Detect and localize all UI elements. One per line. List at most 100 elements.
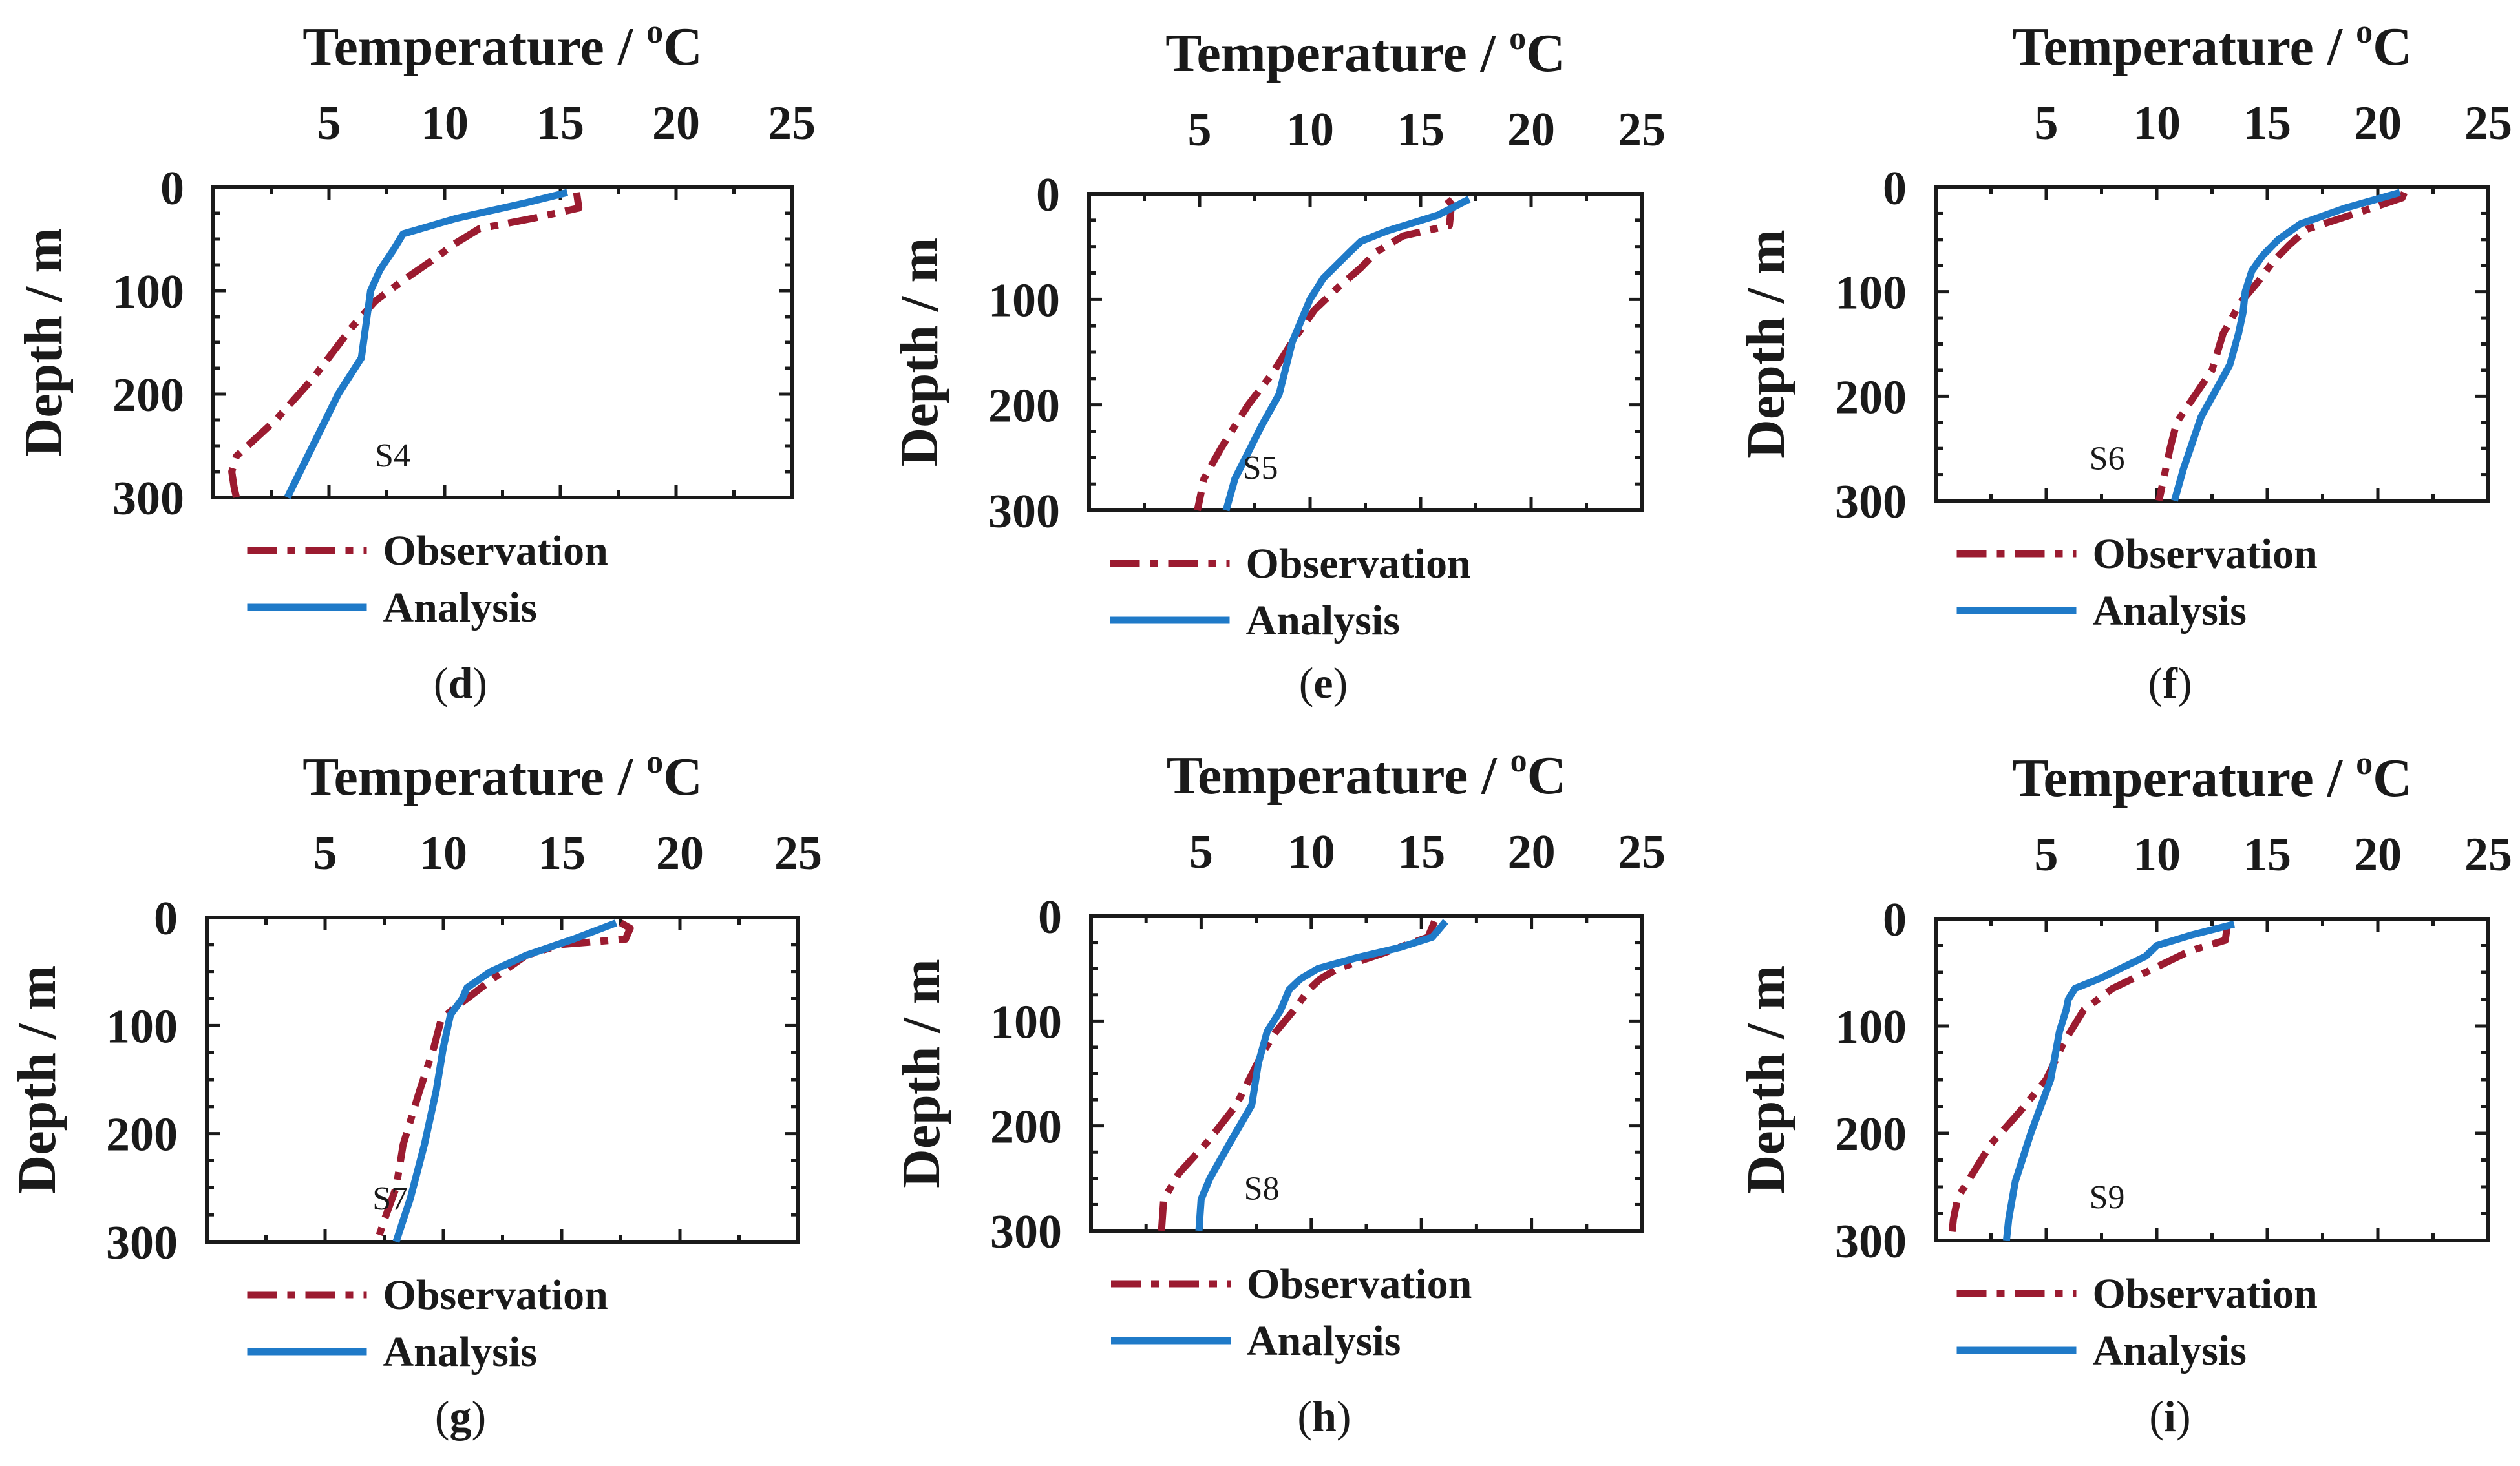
x-tick-label: 10 [2133, 97, 2181, 150]
y-axis-title: Depth / m [14, 228, 74, 457]
x-tick-label: 15 [536, 97, 584, 150]
chart-panel-i: Temperature / oC 5 10 15 20 25 0 100 200 300 Depth… [1736, 745, 2512, 1441]
legend-analysis-label: Analysis [2093, 587, 2247, 634]
station-label: S7 [372, 1180, 408, 1217]
panel-label-open: ( [2149, 1392, 2164, 1441]
x-tick-label: 15 [1397, 826, 1445, 879]
x-tick-label: 10 [419, 827, 467, 880]
x-axis-title: Temperature / oC [302, 744, 703, 807]
x-tick-label: 20 [2354, 97, 2402, 150]
panel-label: (g) [435, 1392, 486, 1441]
x-axis-title: Temperature / oC [302, 14, 703, 77]
legend-analysis-label: Analysis [383, 584, 537, 631]
x-axis-title-unit: C [663, 17, 703, 77]
station-label: S6 [2090, 441, 2125, 477]
panel-label-close: ) [472, 1392, 487, 1441]
x-tick-label: 5 [317, 97, 341, 150]
y-tick-label: 300 [1835, 476, 1907, 529]
x-axis-title-unit: C [2373, 17, 2412, 77]
y-axis-title: Depth / m [891, 959, 951, 1188]
y-tick-label: 300 [1835, 1215, 1907, 1268]
legend-observation-label: Observation [383, 527, 608, 574]
x-tick-label: 20 [1507, 103, 1555, 156]
chart-panel-f: Temperature / oC 5 10 15 20 25 0 100 200 300 Depth… [1736, 14, 2512, 707]
x-tick-label: 5 [313, 827, 337, 880]
x-axis-title: Temperature / oC [2012, 14, 2412, 77]
x-tick-label: 25 [1618, 103, 1666, 156]
y-tick-label: 200 [112, 369, 184, 422]
y-tick-label: 200 [1835, 1108, 1907, 1161]
x-axis-title-unit: C [1527, 746, 1567, 806]
x-tick-label: 10 [1287, 826, 1335, 879]
panel-label-close: ) [1333, 658, 1348, 707]
panel-label: (h) [1297, 1392, 1351, 1441]
legend-observation-label: Observation [1246, 540, 1471, 587]
x-tick-label: 20 [2354, 828, 2402, 881]
x-tick-label: 25 [774, 827, 822, 880]
panel-label-open: ( [435, 1392, 450, 1441]
chart-panel-d: Temperature / oC 5 10 15 20 25 0 100 200 300 Depth… [14, 14, 816, 707]
legend-analysis-label: Analysis [1246, 597, 1400, 644]
y-axis-title: Depth / m [1736, 229, 1796, 459]
x-axis-title-superscript: o [2356, 745, 2373, 782]
analysis-series-line [1195, 919, 1448, 1231]
panel-label-letter: h [1312, 1392, 1337, 1441]
plot-frame [1934, 185, 2490, 503]
x-tick-label: 15 [1397, 103, 1445, 156]
x-tick-label: 25 [2464, 828, 2512, 881]
panel-label-letter: e [1313, 658, 1333, 707]
panel-label: (i) [2149, 1392, 2190, 1441]
analysis-series-line [2002, 920, 2236, 1241]
observation-series-line [1194, 196, 1456, 512]
x-axis-title-text: Temperature / [2012, 748, 2356, 808]
legend-observation-label: Observation [2093, 1270, 2318, 1317]
y-tick-label: 0 [1883, 894, 1907, 947]
legend-observation-label: Observation [2093, 530, 2318, 578]
x-axis-title-text: Temperature / [1165, 23, 1509, 83]
panel-label: (e) [1299, 658, 1348, 707]
legend-observation-label: Observation [1247, 1261, 1472, 1308]
x-axis-title-superscript: o [1509, 20, 1526, 57]
x-axis-title-superscript: o [1510, 742, 1527, 779]
y-tick-label: 0 [1883, 162, 1907, 215]
x-tick-label: 25 [1618, 826, 1666, 879]
chart-panel-e: Temperature / oC 5 10 15 20 25 0 100 200 300 Depth… [889, 20, 1666, 707]
observation-series-line [2155, 191, 2408, 502]
x-tick-label: 5 [2035, 828, 2059, 881]
station-label: S4 [375, 437, 410, 474]
panel-label-letter: i [2164, 1392, 2176, 1441]
plot-frame [1934, 917, 2490, 1242]
x-tick-label: 15 [2243, 97, 2291, 150]
panel-label-open: ( [2148, 658, 2163, 707]
plot-frame [211, 185, 794, 499]
legend-analysis-label: Analysis [383, 1328, 537, 1376]
y-axis-title: Depth / m [889, 238, 949, 467]
x-axis-title: Temperature / oC [1167, 742, 1567, 806]
legend-analysis-label: Analysis [2093, 1327, 2247, 1374]
y-tick-label: 200 [1835, 371, 1907, 424]
y-tick-label: 200 [988, 380, 1060, 433]
station-label: S8 [1244, 1170, 1280, 1207]
panel-label-close: ) [472, 658, 487, 707]
y-tick-label: 300 [106, 1217, 178, 1270]
y-tick-label: 300 [112, 472, 184, 525]
x-axis-title-unit: C [2373, 748, 2412, 808]
panel-label: (d) [434, 658, 487, 707]
y-tick-label: 100 [112, 266, 184, 319]
x-axis-title-superscript: o [2356, 14, 2373, 50]
x-tick-label: 10 [1286, 103, 1334, 156]
y-tick-label: 200 [106, 1109, 178, 1162]
y-tick-label: 100 [106, 1000, 178, 1053]
panel-label-open: ( [434, 658, 449, 707]
y-tick-label: 0 [1038, 891, 1062, 944]
y-tick-label: 200 [990, 1101, 1062, 1154]
x-axis-title-superscript: o [646, 14, 663, 50]
y-axis-title: Depth / m [7, 965, 67, 1195]
x-axis-title-text: Temperature / [1167, 746, 1510, 806]
y-tick-label: 300 [990, 1206, 1062, 1259]
chart-panel-h: Temperature / oC 5 10 15 20 25 0 100 200 300 Depth… [891, 742, 1666, 1441]
y-tick-label: 100 [1835, 267, 1907, 320]
panel-label-letter: f [2163, 658, 2178, 707]
panel-label-letter: d [449, 658, 473, 707]
